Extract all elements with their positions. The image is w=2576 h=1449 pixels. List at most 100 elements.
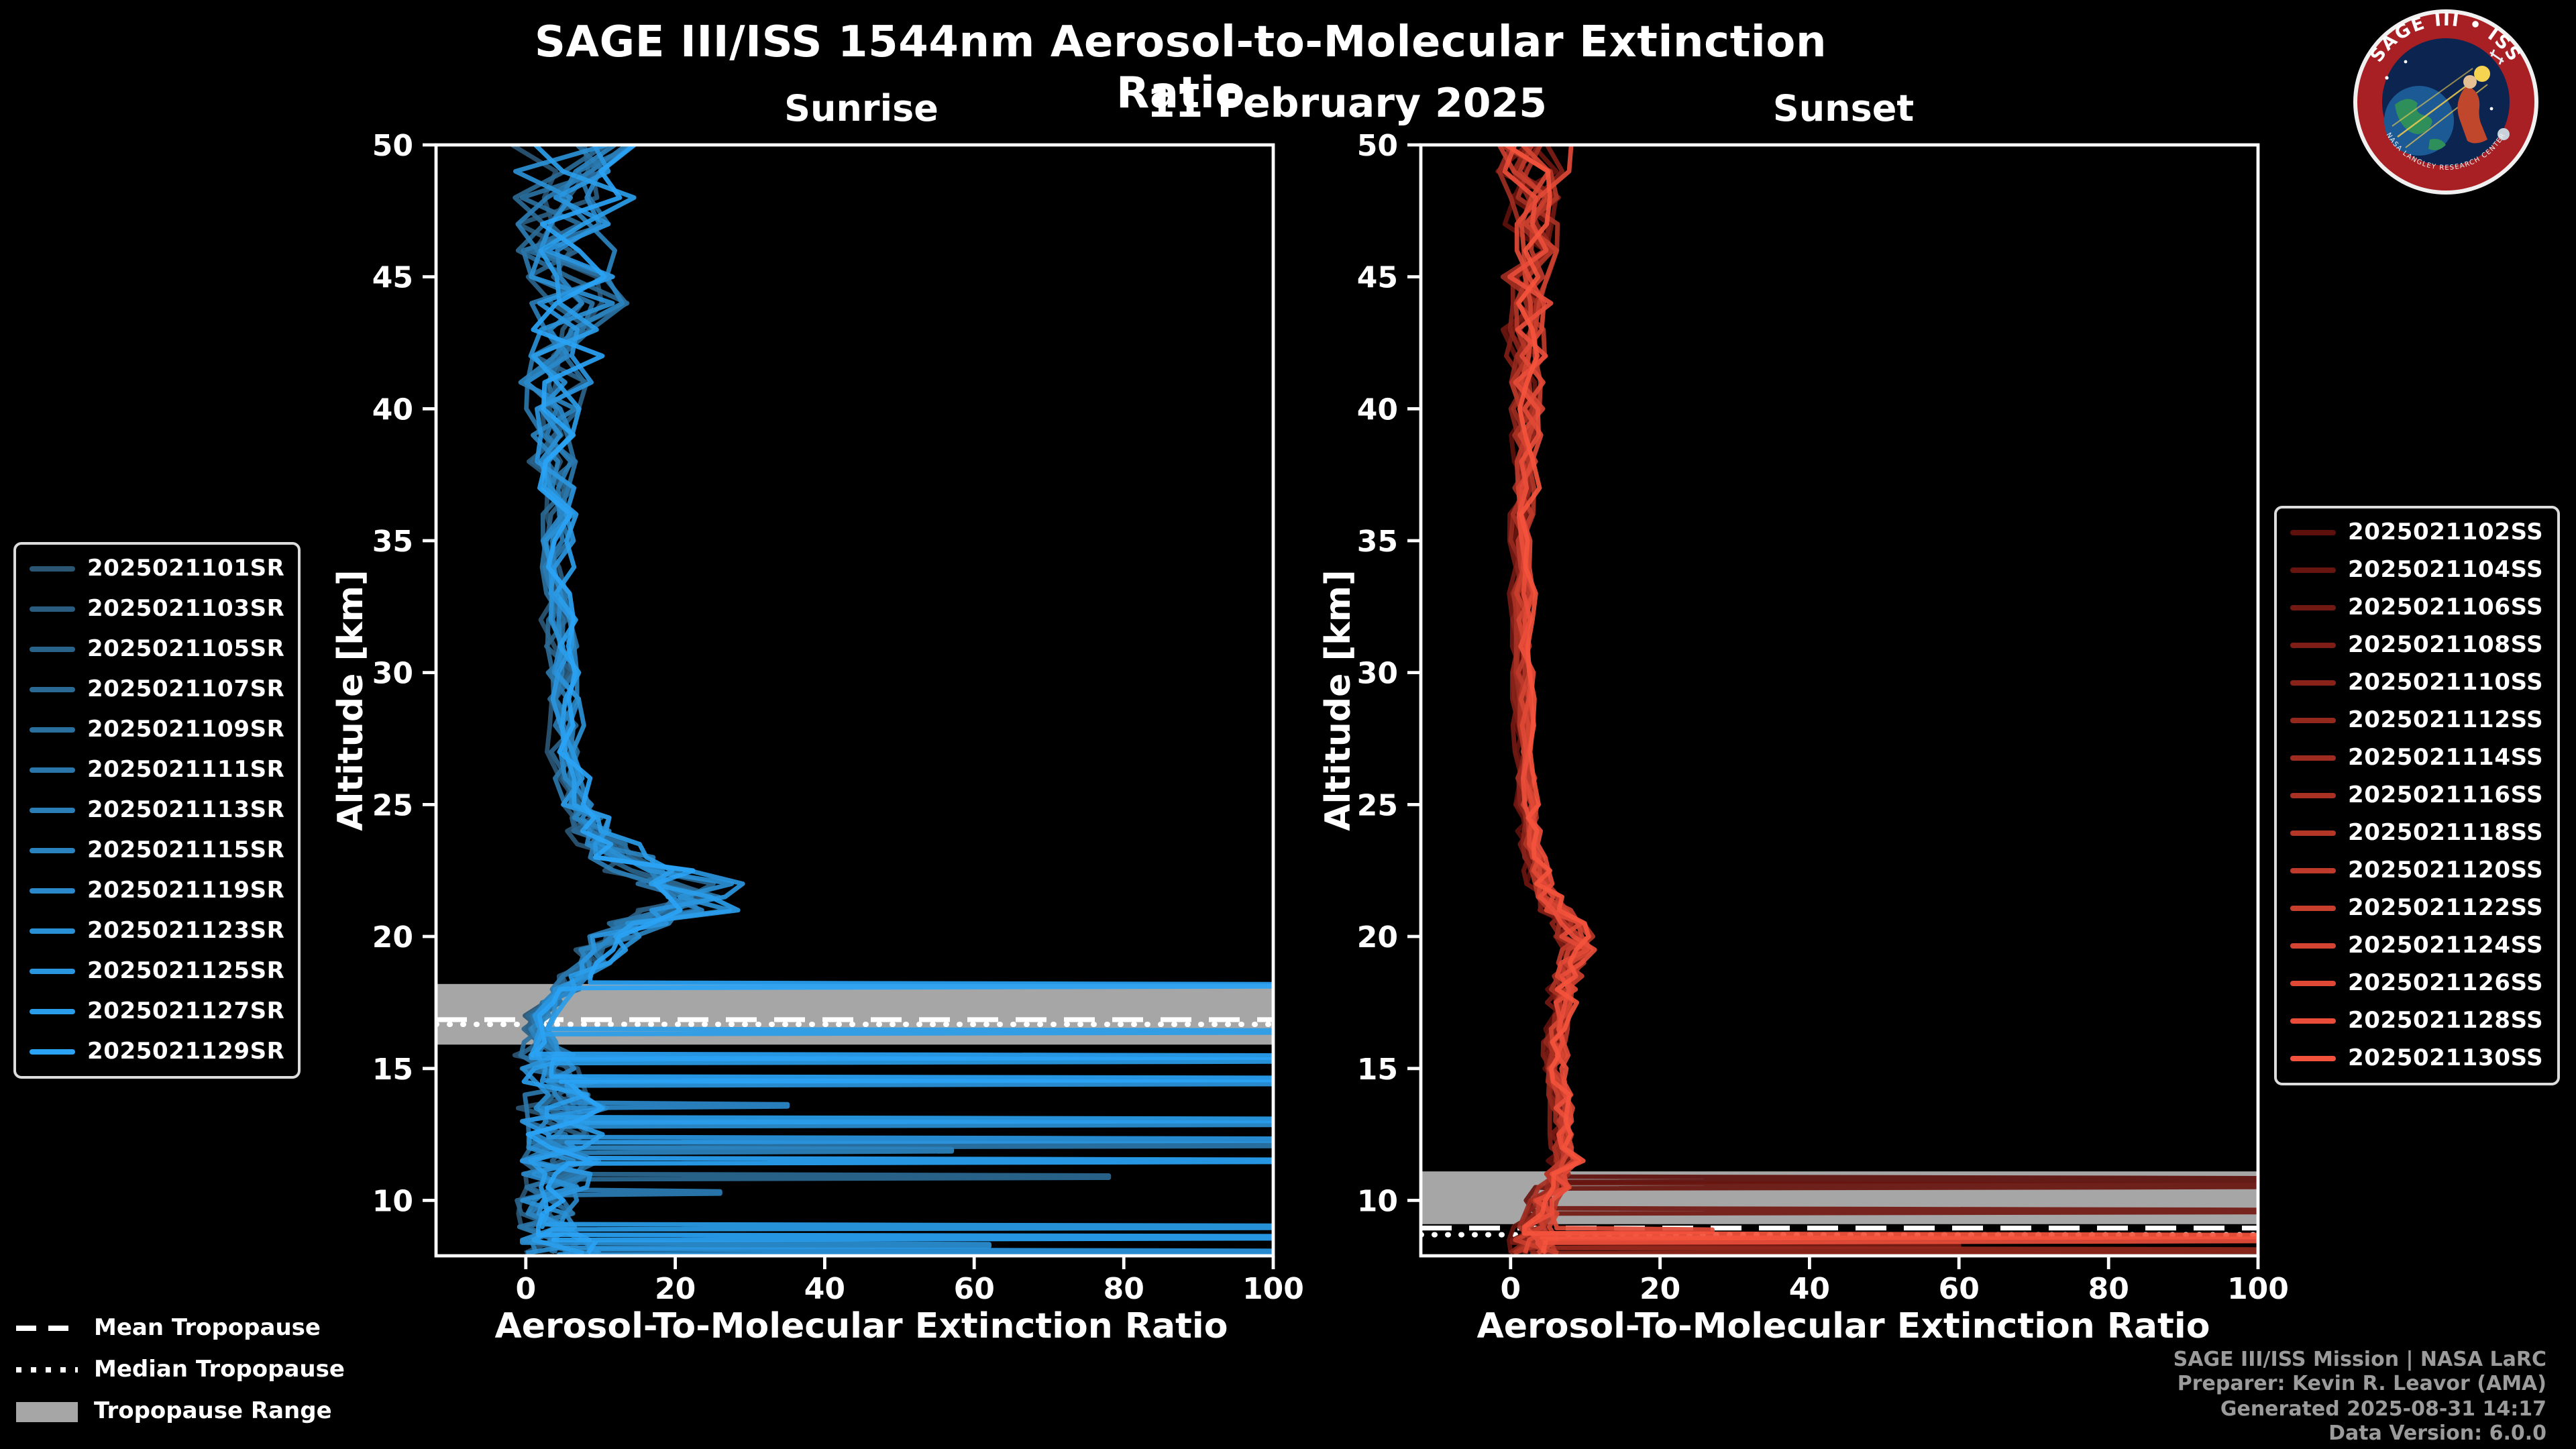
y-tick-label: 45	[372, 261, 413, 295]
legend-item: 2025021114SS	[2290, 745, 2543, 771]
y-tick-label: 25	[1357, 788, 1398, 822]
legend-label: 2025021123SR	[87, 918, 285, 945]
legend-line-swatch	[2290, 680, 2336, 686]
legend-line-swatch	[30, 1049, 75, 1055]
x-axis-label-sunset: Aerosol-To-Molecular Extinction Ratio	[1477, 1307, 2210, 1347]
y-tick-label: 50	[372, 129, 413, 163]
earth-land	[2428, 139, 2446, 150]
footer-line-mission: SAGE III/ISS Mission | NASA LaRC	[2173, 1347, 2546, 1371]
legend-label: 2025021103SR	[87, 596, 285, 623]
x-tick-label: 0	[1500, 1272, 1521, 1306]
x-axis-label-sunrise: Aerosol-To-Molecular Extinction Ratio	[494, 1307, 1228, 1347]
tropopause-legend-item: Tropopause Range	[16, 1395, 345, 1428]
legend-item: 2025021125SR	[30, 958, 284, 985]
legend-label: 2025021114SS	[2348, 745, 2544, 771]
legend-line-swatch	[30, 727, 75, 733]
attribution-text: SAGE III/ISS Mission | NASA LaRC Prepare…	[2174, 1347, 2546, 1445]
legend-line-swatch	[30, 767, 75, 773]
legend-label: 2025021113SR	[87, 797, 285, 824]
legend-line-swatch	[30, 969, 75, 974]
legend-line-swatch	[2290, 868, 2336, 873]
legend-label: 2025021112SS	[2348, 707, 2544, 734]
tropopause-legend: Mean Tropopause Median Tropopause Tropop…	[16, 1312, 345, 1428]
legend-item: 2025021128SS	[2290, 1008, 2543, 1034]
legend-item: 2025021108SS	[2290, 632, 2543, 659]
legend-line-swatch	[2290, 830, 2336, 836]
sun-icon	[2474, 66, 2490, 82]
panel-title-sunrise: Sunrise	[784, 89, 938, 130]
dashed-line-icon	[16, 1326, 78, 1331]
x-tick-label: 0	[515, 1272, 536, 1306]
legend-line-swatch	[2290, 568, 2336, 573]
x-tick-label: 100	[1242, 1272, 1304, 1306]
profile-line-2025021119SR	[521, 144, 790, 1255]
legend-line-swatch	[2290, 906, 2336, 911]
legend-item: 2025021101SR	[30, 555, 284, 582]
legend-line-swatch	[2290, 605, 2336, 610]
legend-item: 2025021106SS	[2290, 594, 2543, 621]
y-tick-label: 30	[372, 657, 413, 691]
legend-label: 2025021102SS	[2348, 519, 2544, 546]
legend-label: 2025021106SS	[2348, 594, 2544, 621]
legend-label: 2025021129SR	[87, 1038, 285, 1065]
footer-line-preparer: Preparer: Kevin R. Leavor (AMA)	[2177, 1371, 2546, 1396]
legend-label: 2025021108SS	[2348, 632, 2544, 659]
legend-line-swatch	[30, 848, 75, 853]
legend-line-swatch	[30, 808, 75, 813]
y-tick-label: 40	[1357, 392, 1398, 427]
mean-tropopause-label: Mean Tropopause	[94, 1315, 321, 1342]
footer-line-version: Data Version: 6.0.0	[2328, 1420, 2546, 1445]
y-tick-label: 10	[1357, 1184, 1398, 1218]
legend-item: 2025021123SR	[30, 918, 284, 945]
legend-label: 2025021115SR	[87, 837, 285, 864]
y-tick-label: 25	[372, 788, 413, 822]
legend-label: 2025021101SR	[87, 555, 285, 582]
y-tick-label: 40	[372, 392, 413, 427]
page-title: SAGE III/ISS 1544nm Aerosol-to-Molecular…	[534, 16, 1827, 118]
legend-item: 2025021105SR	[30, 636, 284, 663]
legend-label: 2025021105SR	[87, 636, 285, 663]
y-tick-label: 35	[1357, 525, 1398, 559]
y-tick-label: 10	[372, 1184, 413, 1218]
legend-item: 2025021113SR	[30, 797, 284, 824]
figure-head	[2463, 75, 2477, 89]
y-axis-label-sunrise: Altitude [km]	[331, 570, 372, 831]
legend-label: 2025021124SS	[2348, 932, 2544, 959]
legend-item: 2025021115SR	[30, 837, 284, 864]
legend-line-swatch	[30, 647, 75, 652]
y-tick-label: 35	[372, 525, 413, 559]
legend-item: 2025021118SS	[2290, 820, 2543, 847]
legend-line-swatch	[2290, 755, 2336, 761]
figure-icon	[2457, 86, 2487, 144]
legend-line-swatch	[2290, 718, 2336, 723]
legend-item: 2025021120SS	[2290, 857, 2543, 884]
legend-line-swatch	[30, 1009, 75, 1014]
legend-line-swatch	[2290, 530, 2336, 535]
footer-line-generated: Generated 2025-08-31 14:17	[2220, 1396, 2546, 1421]
dotted-line-icon	[16, 1367, 78, 1373]
legend-line-swatch	[2290, 1018, 2336, 1024]
legend-item: 2025021119SR	[30, 877, 284, 904]
legend-item: 2025021102SS	[2290, 519, 2543, 546]
x-tick-label: 60	[954, 1272, 995, 1306]
legend-label: 2025021109SR	[87, 716, 285, 743]
sage-iii-iss-logo: SAGE III • ISS NASA LANGLEY RESEARCH CEN…	[2353, 9, 2538, 195]
y-tick-label: 15	[372, 1053, 413, 1087]
legend-item: 2025021130SS	[2290, 1045, 2543, 1072]
legend-label: 2025021125SR	[87, 958, 285, 985]
legend-label: 2025021110SS	[2348, 669, 2544, 696]
legend-item: 2025021116SS	[2290, 782, 2543, 809]
legend-line-swatch	[2290, 1056, 2336, 1061]
legend-line-swatch	[30, 566, 75, 572]
legend-line-swatch	[30, 687, 75, 692]
legend-item: 2025021124SS	[2290, 932, 2543, 959]
legend-label: 2025021111SR	[87, 757, 285, 784]
legend-label: 2025021127SR	[87, 998, 285, 1025]
legend-line-swatch	[2290, 981, 2336, 986]
legend-label: 2025021104SS	[2348, 557, 2544, 584]
y-tick-label: 45	[1357, 261, 1398, 295]
legend-label: 2025021120SS	[2348, 857, 2544, 884]
legend-label: 2025021122SS	[2348, 895, 2544, 922]
